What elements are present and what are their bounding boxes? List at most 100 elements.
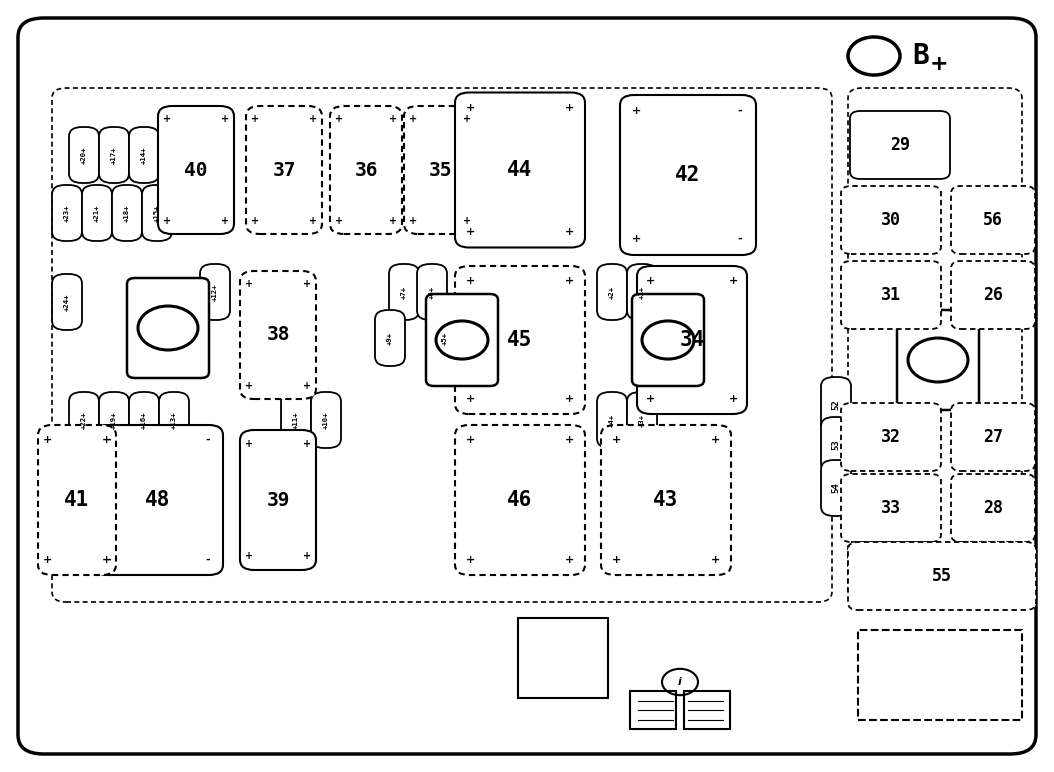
Text: +: + bbox=[389, 216, 397, 226]
Text: +1+: +1+ bbox=[639, 286, 645, 299]
FancyBboxPatch shape bbox=[389, 264, 419, 320]
Text: +: + bbox=[466, 555, 475, 565]
FancyBboxPatch shape bbox=[112, 185, 142, 241]
Text: 46: 46 bbox=[507, 490, 532, 510]
Text: 54: 54 bbox=[832, 482, 840, 493]
FancyBboxPatch shape bbox=[93, 425, 223, 575]
Text: 56: 56 bbox=[983, 211, 1003, 229]
Text: +: + bbox=[43, 435, 52, 445]
Text: +: + bbox=[246, 279, 253, 289]
FancyBboxPatch shape bbox=[637, 266, 747, 414]
Text: +9+: +9+ bbox=[387, 331, 393, 344]
Text: 44: 44 bbox=[507, 160, 532, 180]
FancyBboxPatch shape bbox=[627, 264, 657, 320]
Text: -: - bbox=[738, 106, 742, 116]
Text: +: + bbox=[309, 113, 317, 124]
Text: +: + bbox=[102, 555, 112, 565]
FancyBboxPatch shape bbox=[821, 417, 851, 473]
FancyBboxPatch shape bbox=[620, 95, 756, 255]
FancyBboxPatch shape bbox=[52, 185, 82, 241]
FancyBboxPatch shape bbox=[311, 392, 341, 448]
FancyBboxPatch shape bbox=[129, 392, 159, 448]
FancyBboxPatch shape bbox=[159, 392, 189, 448]
Text: +: + bbox=[163, 216, 171, 226]
Text: +: + bbox=[302, 551, 311, 561]
Text: +: + bbox=[729, 276, 739, 286]
Text: +: + bbox=[631, 234, 641, 244]
Text: +13+: +13+ bbox=[171, 411, 177, 428]
FancyBboxPatch shape bbox=[821, 460, 851, 516]
Text: +: + bbox=[163, 113, 171, 124]
Text: +20+: +20+ bbox=[81, 146, 87, 164]
Text: 55: 55 bbox=[932, 567, 952, 585]
Text: 30: 30 bbox=[881, 211, 901, 229]
Text: +10+: +10+ bbox=[323, 411, 329, 428]
Text: +3+: +3+ bbox=[639, 414, 645, 427]
Text: +6+: +6+ bbox=[429, 286, 435, 299]
Text: B: B bbox=[912, 42, 929, 70]
Text: +: + bbox=[251, 216, 259, 226]
Text: +: + bbox=[612, 555, 621, 565]
Text: -: - bbox=[738, 234, 742, 244]
Text: +: + bbox=[565, 435, 574, 445]
Text: +19+: +19+ bbox=[111, 411, 117, 428]
Text: -: - bbox=[106, 435, 111, 445]
Text: i: i bbox=[678, 677, 682, 687]
Text: +: + bbox=[309, 216, 317, 226]
FancyBboxPatch shape bbox=[158, 106, 234, 234]
Text: -: - bbox=[106, 555, 111, 565]
Text: +: + bbox=[565, 555, 574, 565]
Text: 38: 38 bbox=[267, 326, 290, 344]
Text: 52: 52 bbox=[832, 400, 840, 411]
FancyBboxPatch shape bbox=[455, 93, 585, 248]
Bar bbox=[858, 630, 1022, 720]
Text: +: + bbox=[710, 435, 720, 445]
Text: 26: 26 bbox=[983, 286, 1003, 304]
FancyBboxPatch shape bbox=[99, 127, 129, 183]
FancyBboxPatch shape bbox=[52, 274, 82, 330]
Text: -: - bbox=[206, 435, 210, 445]
Text: +: + bbox=[409, 113, 416, 124]
Text: +: + bbox=[221, 113, 229, 124]
FancyBboxPatch shape bbox=[841, 474, 941, 542]
Text: 27: 27 bbox=[983, 428, 1003, 446]
FancyBboxPatch shape bbox=[129, 127, 159, 183]
FancyBboxPatch shape bbox=[951, 261, 1035, 329]
FancyBboxPatch shape bbox=[951, 403, 1035, 471]
Text: +: + bbox=[466, 103, 475, 113]
Text: +: + bbox=[43, 555, 52, 565]
Text: -: - bbox=[206, 555, 210, 565]
Text: +: + bbox=[246, 439, 253, 449]
Text: +22+: +22+ bbox=[81, 411, 87, 428]
Text: +15+: +15+ bbox=[154, 205, 160, 222]
Text: 33: 33 bbox=[881, 499, 901, 517]
FancyBboxPatch shape bbox=[848, 88, 1022, 602]
Text: +24+: +24+ bbox=[64, 293, 70, 311]
FancyBboxPatch shape bbox=[426, 294, 497, 386]
FancyBboxPatch shape bbox=[455, 425, 585, 575]
FancyBboxPatch shape bbox=[52, 88, 832, 602]
Text: +18+: +18+ bbox=[124, 205, 130, 222]
Text: +14+: +14+ bbox=[141, 146, 147, 164]
Text: +12+: +12+ bbox=[212, 283, 218, 301]
FancyBboxPatch shape bbox=[632, 294, 704, 386]
FancyBboxPatch shape bbox=[951, 474, 1035, 542]
FancyBboxPatch shape bbox=[99, 392, 129, 448]
FancyBboxPatch shape bbox=[246, 106, 323, 234]
Bar bbox=[684, 691, 730, 729]
Text: +: + bbox=[930, 54, 949, 74]
Text: +: + bbox=[251, 113, 259, 124]
Text: +: + bbox=[102, 435, 112, 445]
Text: 42: 42 bbox=[676, 165, 701, 185]
FancyBboxPatch shape bbox=[69, 392, 99, 448]
Text: 31: 31 bbox=[881, 286, 901, 304]
Text: +: + bbox=[389, 113, 397, 124]
FancyBboxPatch shape bbox=[597, 264, 627, 320]
Text: 40: 40 bbox=[184, 161, 208, 180]
FancyBboxPatch shape bbox=[281, 392, 311, 448]
Text: +: + bbox=[464, 113, 471, 124]
Text: +: + bbox=[645, 276, 655, 286]
FancyBboxPatch shape bbox=[240, 430, 316, 570]
Text: +: + bbox=[565, 227, 574, 237]
Text: +: + bbox=[631, 106, 641, 116]
